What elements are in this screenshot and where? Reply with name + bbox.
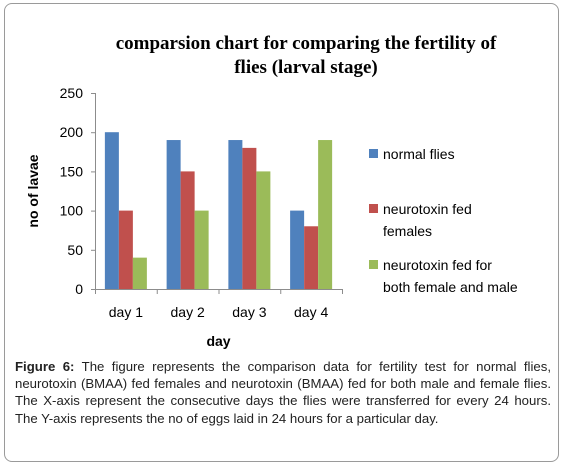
y-tick-label: 200 [60,124,84,140]
bar-3-day-1 [132,257,147,289]
figure-caption: Figure 6: The figure represents the comp… [15,358,551,427]
x-tick-label: day 2 [171,304,205,320]
bar-2-day-1 [118,210,133,289]
chart-title-line2: flies (larval stage) [234,57,378,78]
legend-swatch [369,149,378,158]
y-tick-label: 100 [60,203,84,219]
legend-label: females [383,223,432,239]
bars [104,132,333,289]
legend-label: normal flies [383,146,455,162]
bar-3-day-2 [194,210,209,289]
bar-3-day-4 [318,140,333,289]
bar-1-day-1 [104,132,119,289]
bar-2-day-2 [180,171,195,289]
caption-label: Figure 6: [15,359,75,374]
x-axis-ticks: day 1 day 2 day 3 day 4 [95,289,343,320]
y-tick-label: 250 [60,85,84,101]
x-tick-label: day 1 [109,304,143,320]
bar-1-day-4 [290,210,305,289]
bar-1-day-3 [228,140,243,289]
legend: normal flies neurotoxin fed females neuroto… [369,146,518,295]
bar-1-day-2 [166,140,181,289]
legend-label: neurotoxin fed [383,201,472,217]
chart-title-line1: comparsion chart for comparing the ferti… [116,33,497,54]
x-tick-label: day 3 [232,304,266,320]
legend-swatch [369,204,378,213]
y-axis-label: no of lavae [25,154,41,227]
caption-text: The figure represents the comparison dat… [15,359,551,426]
bar-2-day-4 [304,226,319,289]
bar-2-day-3 [242,147,257,289]
figure-frame [4,3,559,462]
legend-swatch [369,260,378,269]
bar-3-day-3 [256,171,271,289]
y-tick-label: 50 [67,242,83,258]
y-tick-label: 150 [60,163,84,179]
legend-label: neurotoxin fed for [383,257,492,273]
y-axis-ticks: 0 50 100 150 200 250 [60,85,96,297]
x-tick-label: day 4 [294,304,328,320]
x-axis-label: day [206,333,230,349]
y-tick-label: 0 [75,281,83,297]
legend-label: both female and male [383,279,518,295]
